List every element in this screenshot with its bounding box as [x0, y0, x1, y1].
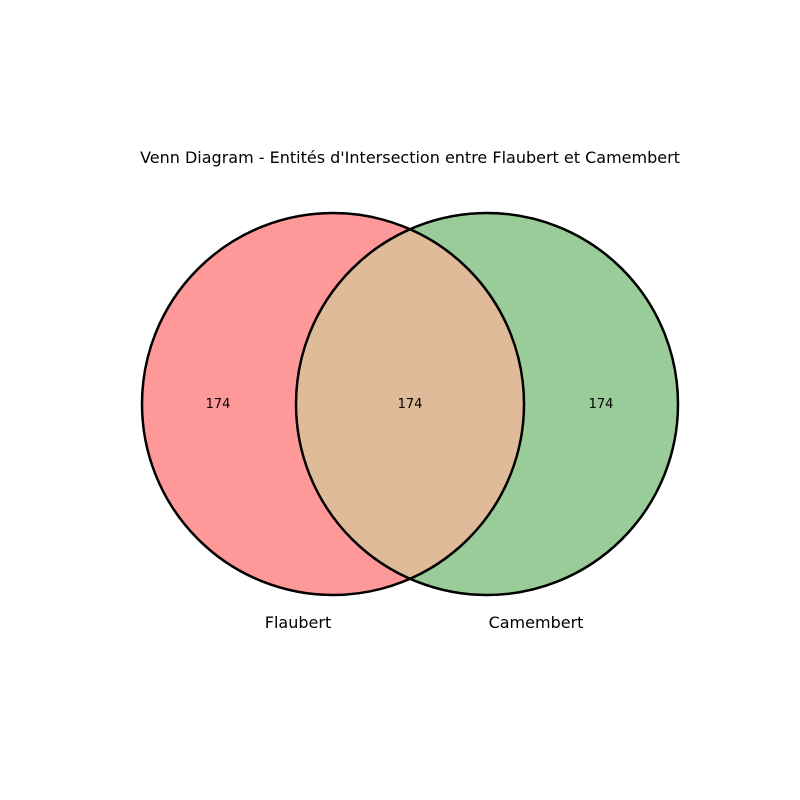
flaubert-circle-outline [140, 211, 526, 597]
camembert-circle-outline [294, 211, 680, 597]
diagram-title: Venn Diagram - Entités d'Intersection en… [140, 148, 680, 167]
flaubert-label: Flaubert [265, 613, 331, 632]
camembert-label: Camembert [489, 613, 584, 632]
intersection-count: 174 [398, 397, 423, 412]
intersection-region [296, 213, 524, 595]
camembert-only-count: 174 [589, 397, 614, 412]
flaubert-only-count: 174 [206, 397, 231, 412]
